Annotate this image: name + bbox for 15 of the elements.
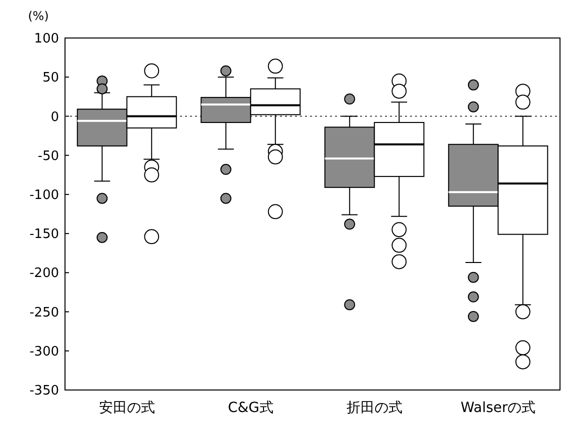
x-tick-label: Walserの式 xyxy=(460,400,536,416)
y-axis-title: (%) xyxy=(28,9,49,23)
y-tick-label: -200 xyxy=(29,266,59,282)
x-tick-label: 折田の式 xyxy=(346,400,402,416)
y-tick-label: -150 xyxy=(29,227,59,242)
y-tick-label: 100 xyxy=(34,32,59,47)
y-tick-label: -250 xyxy=(29,305,59,320)
y-tick-label: 50 xyxy=(42,70,59,86)
x-tick-label: C&G式 xyxy=(228,400,274,416)
y-tick-label: -100 xyxy=(29,188,59,203)
y-tick-label: -300 xyxy=(29,344,59,360)
y-tick-label: 0 xyxy=(50,110,59,125)
y-tick-label: -50 xyxy=(38,148,59,164)
x-tick-label: 安田の式 xyxy=(98,400,155,416)
y-tick-label: -350 xyxy=(29,384,59,399)
